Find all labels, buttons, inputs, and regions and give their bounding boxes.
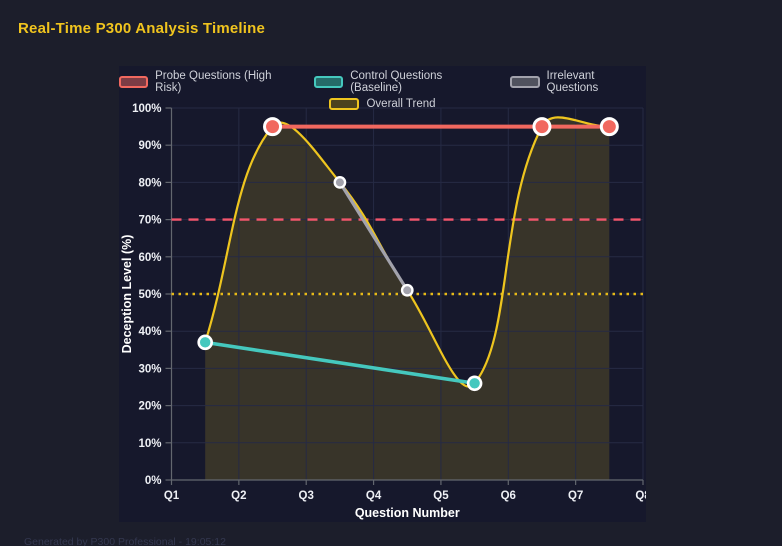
legend-label-control: Control Questions (Baseline)	[350, 70, 443, 94]
x-axis-title: Question Number	[355, 506, 460, 520]
x-tick-label: Q2	[231, 490, 246, 502]
series-line-1	[203, 340, 477, 386]
y-tick-label: 60%	[138, 252, 161, 264]
legend-swatch-probe	[119, 76, 149, 88]
legend-row-2: Overall Trend	[329, 98, 436, 110]
data-point-series-1[interactable]	[197, 334, 213, 351]
y-tick-label: 80%	[138, 177, 161, 189]
legend-item-trend[interactable]: Overall Trend	[329, 98, 436, 110]
y-tick-label: 0%	[145, 475, 162, 487]
legend-swatch-control	[314, 76, 344, 88]
chart-legend: Probe Questions (High Risk) Control Ques…	[119, 70, 646, 110]
footer-note: Generated by P300 Professional - 19:05:1…	[24, 536, 226, 546]
chart-panel: 0% 10% 20% 30% 40% 50% 60% 70% 80% 90% 100% Q1 Q2 Q3 Q…	[119, 66, 646, 522]
data-point-series-2[interactable]	[400, 283, 414, 297]
y-tick-label: 30%	[138, 363, 161, 375]
legend-item-irrelevant[interactable]: Irrelevant Questions	[510, 70, 646, 94]
x-tick-label: Q6	[501, 490, 516, 502]
x-tick-label: Q3	[299, 490, 314, 502]
legend-item-probe[interactable]: Probe Questions (High Risk)	[119, 70, 296, 94]
data-point-series-0[interactable]	[599, 117, 619, 137]
legend-swatch-trend	[329, 98, 360, 110]
legend-label-irrelevant: Irrelevant Questions	[546, 70, 599, 94]
series-line-2	[338, 180, 409, 292]
data-point-series-2[interactable]	[333, 176, 347, 189]
data-point-series-0[interactable]	[263, 117, 283, 137]
y-axis-title: Deception Level (%)	[120, 235, 134, 354]
legend-row-1: Probe Questions (High Risk) Control Ques…	[119, 70, 646, 94]
y-tick-label: 40%	[138, 326, 161, 338]
y-tick-label: 10%	[138, 438, 161, 450]
trend-area-fill	[205, 117, 610, 480]
y-tick-label: 90%	[138, 140, 161, 152]
x-tick-label: Q4	[366, 490, 382, 502]
x-tick-label: Q5	[433, 490, 449, 502]
legend-swatch-irrelevant	[510, 76, 540, 88]
timeline-chart: 0% 10% 20% 30% 40% 50% 60% 70% 80% 90% 100% Q1 Q2 Q3 Q…	[120, 103, 646, 520]
y-tick-label: 100%	[132, 103, 161, 115]
page-title: Real-Time P300 Analysis Timeline	[18, 20, 266, 37]
legend-label-probe: Probe Questions (High Risk)	[155, 70, 272, 94]
legend-label-trend: Overall Trend	[366, 98, 436, 110]
data-point-series-1[interactable]	[466, 375, 483, 392]
x-tick-label: Q8	[635, 490, 646, 502]
x-tick-label: Q1	[164, 490, 180, 502]
y-tick-label: 20%	[138, 401, 161, 413]
legend-item-control[interactable]: Control Questions (Baseline)	[314, 70, 492, 94]
x-tick-label: Q7	[568, 490, 583, 502]
y-tick-label: 70%	[138, 215, 161, 227]
y-tick-label: 50%	[138, 289, 161, 301]
data-point-series-0[interactable]	[532, 117, 552, 137]
